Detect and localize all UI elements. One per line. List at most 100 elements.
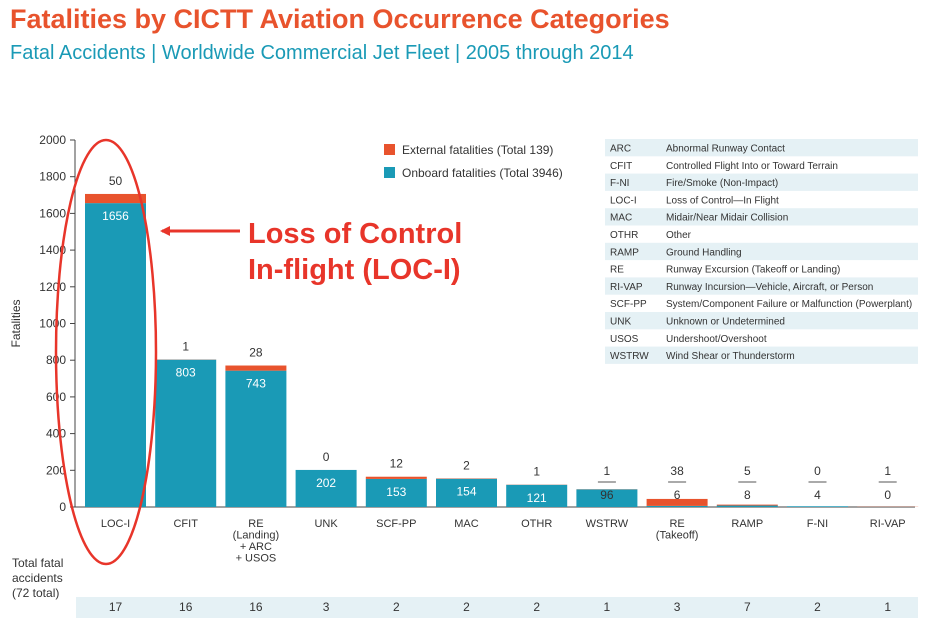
external-value-label: 1 [884, 464, 891, 478]
external-value-label: 1 [604, 464, 611, 478]
category-label: RAMP [731, 518, 763, 530]
glossary-description: Other [666, 230, 692, 241]
glossary-description: Runway Incursion—Vehicle, Aircraft, or P… [666, 282, 873, 293]
glossary-description: Unknown or Undetermined [666, 317, 785, 328]
glossary-description: Fire/Smoke (Non-Impact) [666, 178, 778, 189]
category-label: OTHR [521, 518, 552, 530]
glossary-code: OTHR [610, 230, 638, 241]
external-value-label: 12 [390, 457, 404, 471]
y-tick-label: 1800 [39, 170, 66, 184]
y-axis-label: Fatalities [9, 299, 23, 347]
category-label: LOC-I [101, 518, 130, 530]
onboard-value-label: 1656 [102, 209, 129, 223]
glossary-code: LOC-I [610, 195, 637, 206]
external-value-label: 5 [744, 464, 751, 478]
count-band [76, 597, 918, 618]
bar-external [225, 365, 287, 371]
glossary-row-band [605, 312, 918, 330]
external-value-label: 1 [182, 339, 189, 353]
count-label-line-1: Total fatal [12, 556, 63, 570]
bar-onboard [716, 505, 778, 507]
glossary-code: RI-VAP [610, 282, 643, 293]
onboard-value-label: 8 [744, 488, 751, 502]
glossary-description: Runway Excursion (Takeoff or Landing) [666, 265, 840, 276]
y-tick-label: 1000 [39, 317, 66, 331]
chart-subtitle: Fatal Accidents | Worldwide Commercial J… [10, 42, 634, 64]
fatal-accident-count: 16 [249, 600, 263, 614]
bar-external [365, 476, 427, 479]
y-tick-label: 400 [46, 427, 66, 441]
bar-onboard [506, 484, 568, 507]
category-label: + ARC [240, 541, 272, 553]
glossary-row-band [605, 346, 918, 364]
bar-onboard [155, 359, 217, 507]
onboard-value-label: 121 [527, 491, 547, 505]
bar-onboard [787, 506, 848, 507]
glossary-row-band [605, 173, 918, 191]
category-label: CFIT [173, 518, 198, 530]
category-label: MAC [454, 518, 479, 530]
annotation-line-1: Loss of Control [248, 218, 462, 250]
category-label: (Takeoff) [656, 530, 699, 542]
fatal-accident-counts: 17 16 16 3 2 2 2 1 3 7 2 1 [76, 597, 918, 618]
glossary-code: USOS [610, 334, 639, 345]
onboard-value-label: 4 [814, 488, 821, 502]
category-label: UNK [314, 518, 338, 530]
external-value-label: 28 [249, 346, 263, 360]
bar-onboard [85, 203, 146, 507]
fatal-accident-count: 7 [744, 600, 751, 614]
y-tick-label: 2000 [39, 133, 66, 147]
chart-title: Fatalities by CICTT Aviation Occurrence … [10, 4, 670, 34]
glossary-row-band [605, 208, 918, 226]
fatal-accident-count: 17 [109, 600, 123, 614]
onboard-value-label: 743 [246, 377, 266, 391]
fatal-accident-count: 2 [533, 600, 540, 614]
category-label: RE [248, 518, 263, 530]
bar-external [646, 498, 708, 506]
fatal-accident-count: 3 [674, 600, 681, 614]
category-label: RE [669, 518, 684, 530]
fatal-accident-count: 2 [393, 600, 400, 614]
glossary-code: RAMP [610, 247, 639, 258]
legend-label: Onboard fatalities (Total 3946) [402, 166, 563, 180]
bar-onboard [295, 469, 357, 507]
bar-onboard [225, 370, 287, 507]
count-label-line-3: (72 total) [12, 586, 59, 600]
glossary-code: RE [610, 265, 624, 276]
bar-onboard [646, 505, 708, 507]
glossary-code: ARC [610, 144, 631, 155]
onboard-value-label: 803 [176, 366, 196, 380]
bar-onboard [576, 489, 638, 507]
fatal-accident-count: 1 [884, 600, 891, 614]
legend-label: External fatalities (Total 139) [402, 143, 553, 157]
fatal-accident-count: 3 [323, 600, 330, 614]
glossary-code: UNK [610, 317, 631, 328]
onboard-value-label: 202 [316, 476, 336, 490]
external-value-label: 0 [323, 450, 330, 464]
y-tick-label: 1600 [39, 206, 66, 220]
glossary-description: Abnormal Runway Contact [666, 144, 785, 155]
bars: 1656 50 803 1 743 28 202 0 153 12 154 2 121 1 1 96 38 6 5 8… [85, 174, 919, 507]
fatal-accident-count: 1 [604, 600, 611, 614]
fatal-accident-count: 2 [814, 600, 821, 614]
glossary-description: Midair/Near Midair Collision [666, 213, 788, 224]
y-tick-label: 1400 [39, 243, 66, 257]
glossary-row-band [605, 139, 918, 157]
external-value-label: 1 [533, 465, 540, 479]
category-label: (Landing) [233, 530, 279, 542]
external-value-label: 38 [670, 464, 684, 478]
external-value-label: 2 [463, 458, 470, 472]
onboard-value-label: 154 [456, 485, 476, 499]
fatal-accident-count: 16 [179, 600, 193, 614]
bar-onboard [365, 478, 427, 507]
onboard-value-label: 6 [674, 488, 681, 502]
glossary-description: Loss of Control—In Flight [666, 195, 779, 206]
legend-swatch-onboard [384, 167, 395, 178]
onboard-value-label: 153 [386, 485, 406, 499]
glossary-code: MAC [610, 213, 632, 224]
y-tick-label: 200 [46, 463, 66, 477]
category-label: + USOS [236, 553, 277, 565]
category-label: RI-VAP [870, 518, 906, 530]
